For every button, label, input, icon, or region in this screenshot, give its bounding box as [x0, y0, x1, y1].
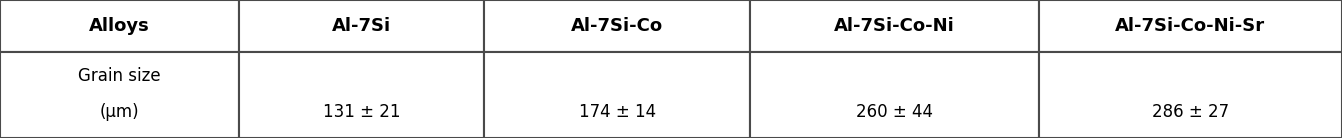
Bar [0, 0, 239, 52]
Text: 260 ± 44: 260 ± 44 [856, 103, 933, 121]
Bar [1039, 52, 1342, 138]
Text: Al-7Si-Co-Ni-Sr: Al-7Si-Co-Ni-Sr [1115, 17, 1266, 35]
Bar [239, 52, 484, 138]
Text: (μm): (μm) [99, 103, 140, 121]
Text: Al-7Si-Co: Al-7Si-Co [572, 17, 663, 35]
Text: Al-7Si: Al-7Si [331, 17, 392, 35]
Bar [239, 0, 484, 52]
Bar [0, 52, 239, 138]
Bar [1039, 0, 1342, 52]
Bar [484, 52, 750, 138]
Bar [484, 0, 750, 52]
Text: 131 ± 21: 131 ± 21 [323, 103, 400, 121]
Text: Alloys: Alloys [89, 17, 150, 35]
Text: Al-7Si-Co-Ni: Al-7Si-Co-Ni [835, 17, 954, 35]
Text: 174 ± 14: 174 ± 14 [578, 103, 656, 121]
Text: Grain size: Grain size [78, 67, 161, 85]
Bar [750, 52, 1039, 138]
Bar [750, 0, 1039, 52]
Text: 286 ± 27: 286 ± 27 [1151, 103, 1229, 121]
